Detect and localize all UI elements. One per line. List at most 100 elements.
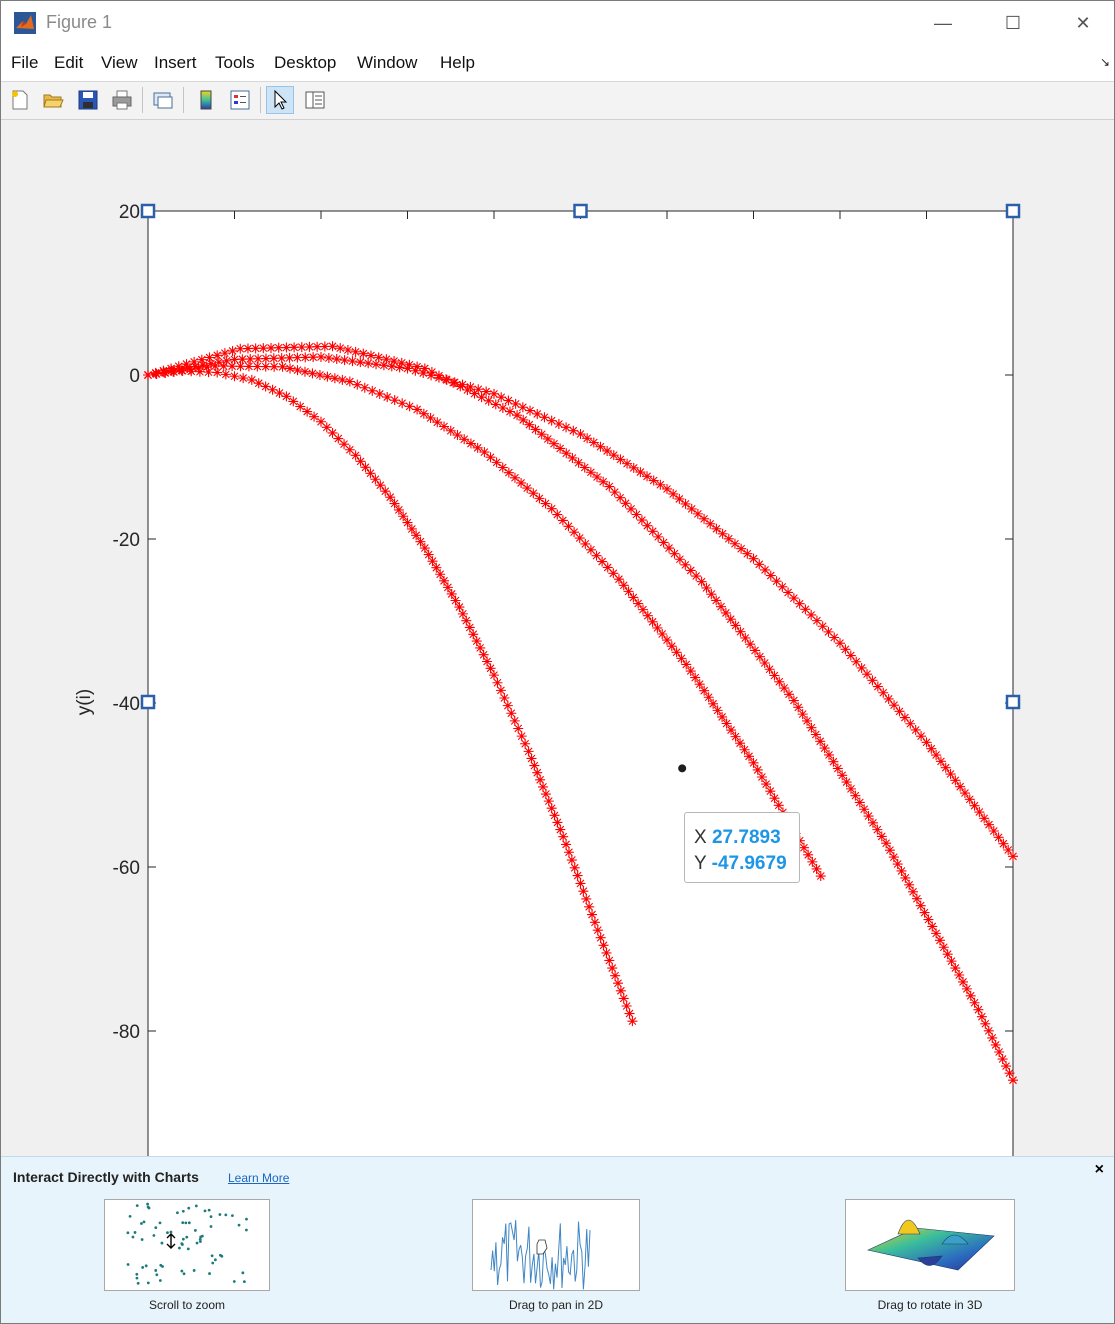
data-point-marker: [300, 352, 311, 363]
data-point-marker: [591, 550, 602, 561]
data-point-marker: [856, 662, 867, 673]
data-point-marker: [389, 356, 400, 367]
menu-tools[interactable]: Tools: [215, 53, 255, 72]
data-point-marker: [396, 357, 407, 368]
datatip-point[interactable]: [678, 764, 687, 773]
data-point-marker: [342, 344, 353, 355]
data-point-marker: [711, 595, 722, 606]
minimize-button[interactable]: —: [908, 1, 978, 45]
thumbnail-dot: [213, 1258, 217, 1262]
colorbar-button[interactable]: [192, 86, 220, 114]
data-point-marker: [204, 352, 215, 363]
data-point-marker: [950, 775, 961, 786]
data-point-marker: [774, 676, 785, 687]
data-point-marker: [238, 373, 249, 384]
data-point-marker: [574, 533, 585, 544]
thumbnail-dot: [146, 1205, 150, 1209]
data-point-marker: [940, 762, 951, 773]
link-plot-button[interactable]: [149, 86, 177, 114]
data-point-marker: [555, 824, 566, 835]
data-point-marker: [845, 650, 856, 661]
data-point-marker: [699, 685, 710, 696]
menu-help[interactable]: Help: [440, 53, 475, 72]
edit-plot-button[interactable]: [266, 86, 294, 114]
learn-more-link[interactable]: Learn More: [228, 1171, 290, 1185]
data-point-marker: [712, 705, 723, 716]
data-point-marker: [969, 997, 980, 1008]
menu-window[interactable]: Window: [357, 53, 418, 72]
data-point-marker: [618, 993, 629, 1004]
title-bar[interactable]: Figure 1 — ☐ ✕: [1, 1, 1114, 45]
data-point-marker: [546, 803, 557, 814]
data-point-marker: [854, 797, 865, 808]
data-point-marker: [703, 692, 714, 703]
banner-close-icon[interactable]: ×: [1094, 1161, 1104, 1178]
data-point-marker: [285, 363, 296, 374]
maximize-button[interactable]: ☐: [978, 1, 1048, 45]
data-point-marker: [339, 355, 350, 366]
save-button[interactable]: [74, 86, 102, 114]
data-point-marker: [260, 361, 271, 372]
thumbnail-dot: [241, 1271, 245, 1275]
print-button[interactable]: [108, 86, 136, 114]
thumbnail-dot: [158, 1279, 162, 1282]
data-point-marker: [872, 681, 883, 692]
data-point-marker: [503, 395, 514, 406]
selection-handle[interactable]: [140, 694, 156, 710]
data-point-marker: [491, 457, 502, 468]
data-point-marker: [959, 788, 970, 799]
selection-handle[interactable]: [140, 203, 156, 219]
data-point-marker: [725, 614, 736, 625]
data-point-marker: [658, 537, 669, 548]
data-point-marker: [385, 492, 396, 503]
data-point-marker: [260, 353, 271, 364]
data-point-marker: [771, 576, 782, 587]
data-point-marker: [685, 666, 696, 677]
data-point-marker: [908, 886, 919, 897]
maximize-icon: ☐: [1004, 12, 1022, 33]
property-inspector-button[interactable]: [301, 86, 329, 114]
menu-view[interactable]: View: [101, 53, 138, 72]
data-point-marker: [744, 751, 755, 762]
thumbnail-dot: [146, 1281, 150, 1285]
selection-handles[interactable]: [140, 203, 1021, 710]
open-file-button[interactable]: [39, 86, 67, 114]
data-point-marker: [522, 483, 533, 494]
data-point-marker: [182, 362, 193, 373]
datatip[interactable]: X 27.7893 Y -47.9679: [684, 812, 800, 883]
data-point-marker: [181, 359, 192, 370]
menu-insert[interactable]: Insert: [154, 53, 197, 72]
plot-svg[interactable]: 20 0 -20 -40 -60 -80 y(i): [1, 120, 1114, 1156]
data-point-marker: [623, 586, 634, 597]
thumbnail-dot: [180, 1269, 184, 1273]
data-point-marker: [166, 363, 177, 374]
data-point-marker: [1008, 1075, 1018, 1086]
selection-handle[interactable]: [1005, 694, 1021, 710]
thumbnail-dot: [203, 1209, 207, 1213]
data-point-marker: [176, 365, 187, 376]
data-point-marker: [579, 462, 590, 473]
thumbnail-dot: [181, 1237, 185, 1241]
data-point-marker: [532, 767, 543, 778]
data-point-marker: [446, 588, 457, 599]
data-point-marker: [350, 450, 361, 461]
data-point-marker: [426, 367, 437, 378]
data-point-marker: [680, 498, 691, 509]
data-point-marker: [896, 865, 907, 876]
close-button[interactable]: ✕: [1048, 1, 1114, 45]
new-figure-button[interactable]: [6, 86, 34, 114]
dock-arrow-icon[interactable]: ↘: [1099, 55, 1110, 69]
legend-button[interactable]: [226, 86, 254, 114]
data-point-marker: [666, 641, 677, 652]
data-point-marker: [253, 378, 264, 389]
menu-edit[interactable]: Edit: [54, 53, 84, 72]
data-point-marker: [609, 487, 620, 498]
menu-desktop[interactable]: Desktop: [274, 53, 337, 72]
data-point-marker: [582, 433, 593, 444]
selection-handle[interactable]: [1005, 203, 1021, 219]
menu-file[interactable]: File: [11, 53, 39, 72]
figure-canvas[interactable]: 20 0 -20 -40 -60 -80 y(i) X 27.7893 Y -47.967…: [1, 120, 1114, 1156]
data-point-marker: [779, 683, 790, 694]
selection-handle[interactable]: [573, 203, 588, 219]
